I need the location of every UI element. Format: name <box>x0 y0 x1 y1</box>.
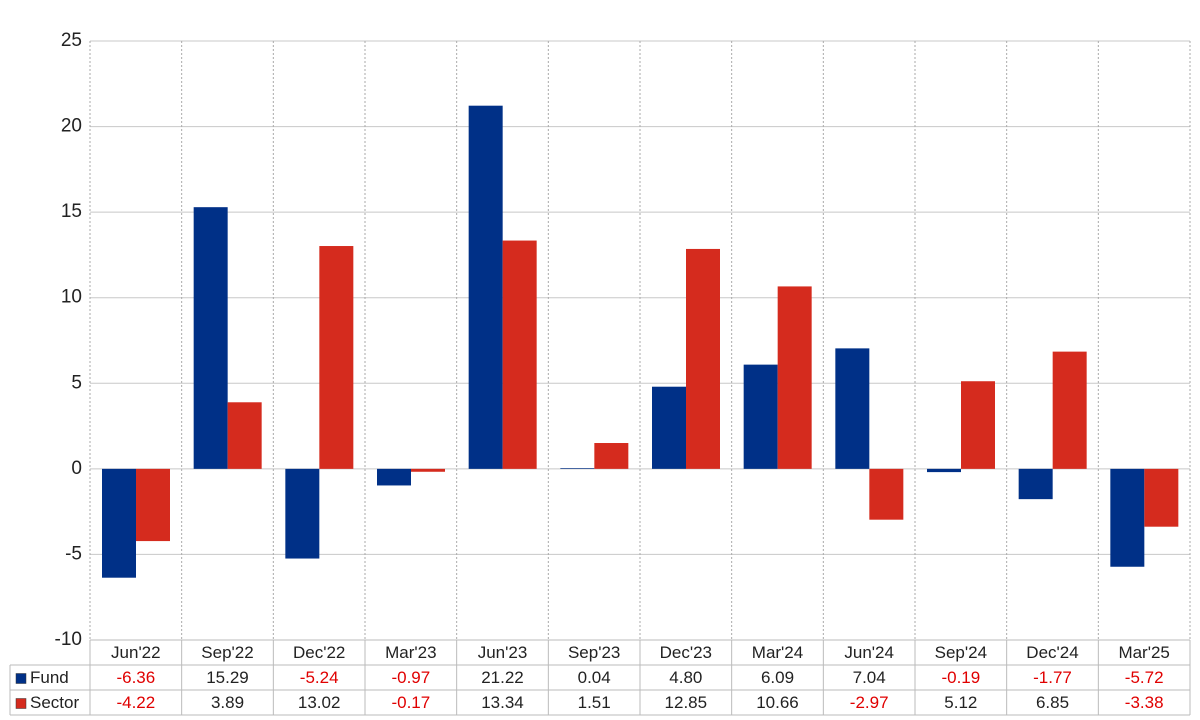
value-label: -4.22 <box>116 693 155 712</box>
bar <box>594 443 629 469</box>
legend-swatch <box>15 698 27 709</box>
value-label: 13.34 <box>481 693 524 712</box>
value-label: -5.72 <box>1125 668 1164 687</box>
value-label: 1.51 <box>578 693 611 712</box>
bar <box>319 246 354 469</box>
legend-label: Sector <box>30 693 79 712</box>
value-label: -5.24 <box>300 668 339 687</box>
value-label: 13.02 <box>298 693 341 712</box>
y-tick-label: 20 <box>61 116 82 137</box>
x-tick-label: Dec'22 <box>293 643 345 662</box>
bar <box>193 207 228 469</box>
bar <box>777 286 812 469</box>
bar <box>468 105 503 469</box>
bar <box>652 386 686 469</box>
bar <box>136 468 170 542</box>
y-tick-label: 5 <box>71 372 82 393</box>
y-tick-label: -10 <box>55 629 82 650</box>
bar <box>927 468 961 473</box>
value-label: -0.17 <box>391 693 430 712</box>
bar <box>961 381 995 469</box>
value-label: 6.09 <box>761 668 794 687</box>
x-tick-label: Mar'24 <box>752 643 803 662</box>
x-tick-label: Sep'23 <box>568 643 620 662</box>
value-label: 6.85 <box>1036 693 1069 712</box>
x-tick-label: Jun'24 <box>844 643 894 662</box>
bar <box>502 240 537 469</box>
x-tick-label: Sep'22 <box>201 643 253 662</box>
bar <box>411 468 445 472</box>
value-label: 5.12 <box>944 693 977 712</box>
value-label: -0.19 <box>941 668 980 687</box>
x-tick-label: Jun'23 <box>478 643 528 662</box>
value-label: -1.77 <box>1033 668 1072 687</box>
bar <box>835 348 870 469</box>
value-label: 3.89 <box>211 693 244 712</box>
value-label: 10.66 <box>756 693 799 712</box>
bar <box>686 248 720 469</box>
y-tick-label: 25 <box>61 30 82 51</box>
bar <box>743 364 778 469</box>
value-label: 15.29 <box>206 668 249 687</box>
bar <box>560 468 595 469</box>
bar <box>102 468 136 578</box>
y-tick-label: 15 <box>61 201 82 222</box>
value-label: 7.04 <box>853 668 886 687</box>
y-tick-label: -5 <box>65 543 82 564</box>
y-tick-label: 10 <box>61 287 82 308</box>
value-label: -3.38 <box>1125 693 1164 712</box>
value-label: 0.04 <box>578 668 611 687</box>
x-tick-label: Dec'23 <box>660 643 712 662</box>
x-tick-label: Jun'22 <box>111 643 161 662</box>
bar <box>1018 468 1053 500</box>
value-label: -6.36 <box>116 668 155 687</box>
bar <box>285 468 320 559</box>
legend-swatch <box>15 673 27 684</box>
legend-label: Fund <box>30 668 69 687</box>
value-label: -2.97 <box>850 693 889 712</box>
value-label: 4.80 <box>669 668 702 687</box>
value-label: 12.85 <box>665 693 708 712</box>
bar <box>869 468 904 520</box>
x-tick-label: Sep'24 <box>935 643 987 662</box>
bar <box>377 468 411 486</box>
y-tick-label: 0 <box>71 458 82 479</box>
bar <box>1110 468 1145 567</box>
value-label: -0.97 <box>391 668 430 687</box>
x-tick-label: Dec'24 <box>1026 643 1078 662</box>
bar <box>227 402 262 469</box>
bar <box>1144 468 1179 527</box>
value-label: 21.22 <box>481 668 524 687</box>
x-tick-label: Mar'23 <box>385 643 436 662</box>
bar <box>1052 351 1087 469</box>
x-tick-label: Mar'25 <box>1118 643 1169 662</box>
